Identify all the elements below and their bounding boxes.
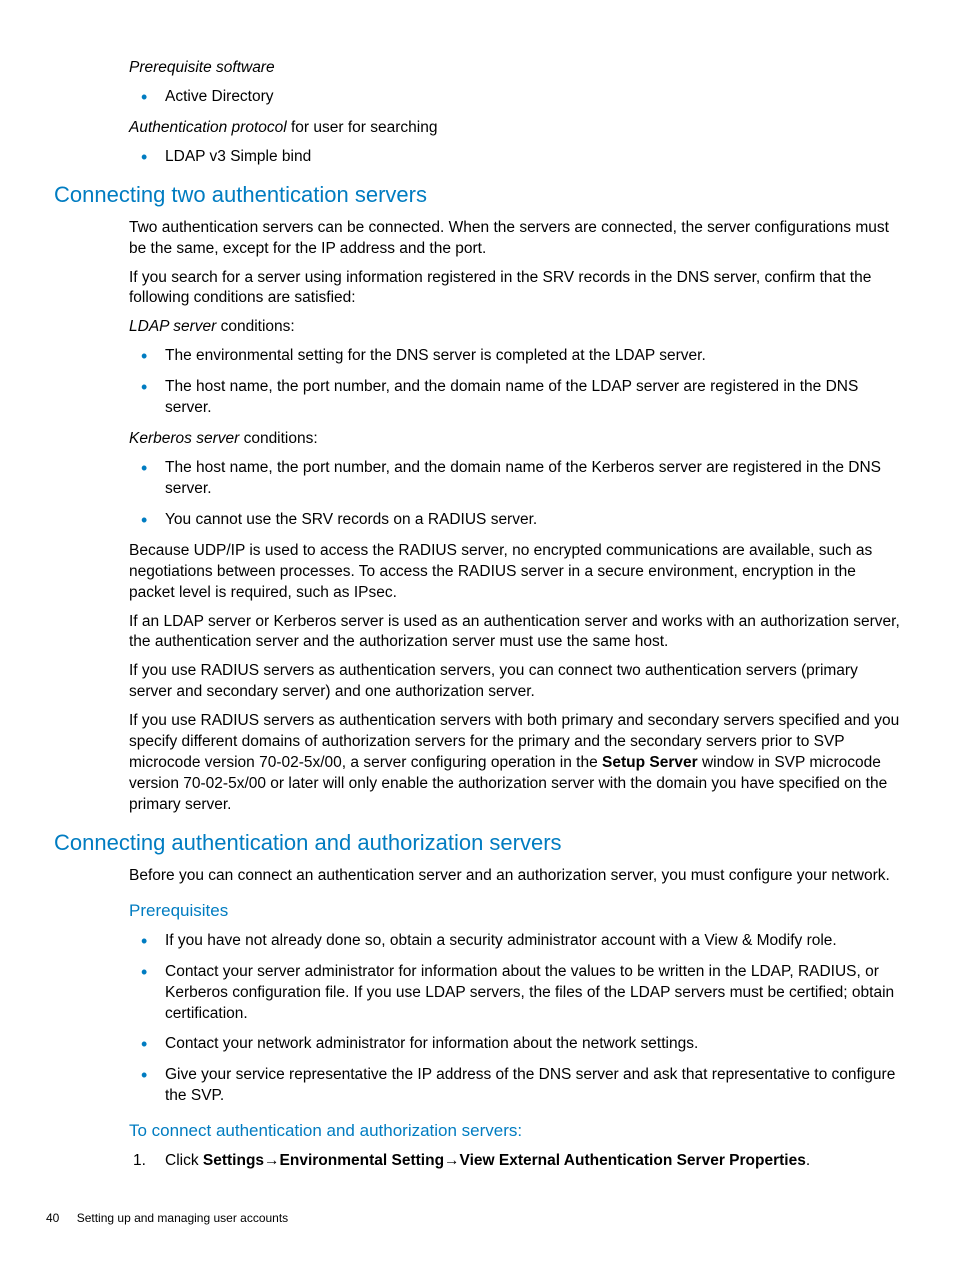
auth-protocol-list: LDAP v3 Simple bind [129,147,900,168]
section1-p4: If an LDAP server or Kerberos server is … [129,612,900,654]
step1-b3: View External Authentication Server Prop… [460,1152,806,1169]
section2-heading: Connecting authentication and authorizat… [54,830,900,856]
step1-arrow1: → [264,1152,280,1169]
p6-bold: Setup Server [602,754,698,771]
list-item: Contact your network administrator for i… [129,1034,900,1055]
prerequisites-list: If you have not already done so, obtain … [129,931,900,1107]
step1-arrow2: → [444,1152,460,1169]
section1-p2: If you search for a server using informa… [129,268,900,310]
step1-pre: Click [165,1152,203,1169]
step1-b2: Environmental Setting [280,1152,445,1169]
kerberos-rest: conditions: [239,430,317,447]
list-item: If you have not already done so, obtain … [129,931,900,952]
prereq-software-label: Prerequisite software [129,58,900,79]
section1-p5: If you use RADIUS servers as authenticat… [129,661,900,703]
list-item: LDAP v3 Simple bind [129,147,900,168]
chapter-title: Setting up and managing user accounts [77,1211,288,1225]
document-page: Prerequisite software Active Directory A… [0,0,954,1222]
auth-protocol-italic: Authentication protocol [129,119,287,136]
ldap-rest: conditions: [216,318,294,335]
list-item: The host name, the port number, and the … [129,377,900,419]
section2-p1: Before you can connect an authentication… [129,866,900,887]
step1-post: . [806,1152,810,1169]
page-footer: 40 Setting up and managing user accounts [46,1211,288,1225]
list-item: Active Directory [129,87,900,108]
connect-steps: 1. Click Settings→Environmental Setting→… [129,1151,900,1172]
auth-protocol-label: Authentication protocol for user for sea… [129,118,900,139]
ldap-italic: LDAP server [129,318,216,335]
list-item: You cannot use the SRV records on a RADI… [129,510,900,531]
list-item: The environmental setting for the DNS se… [129,346,900,367]
section1-p3: Because UDP/IP is used to access the RAD… [129,541,900,604]
page-number: 40 [46,1211,59,1225]
step1-b1: Settings [203,1152,264,1169]
step-number: 1. [133,1151,146,1172]
ldap-conditions-list: The environmental setting for the DNS se… [129,346,900,419]
prereq-software-list: Active Directory [129,87,900,108]
auth-protocol-rest: for user for searching [287,119,438,136]
list-item: The host name, the port number, and the … [129,458,900,500]
section1-heading: Connecting two authentication servers [54,182,900,208]
section1-p6: If you use RADIUS servers as authenticat… [129,711,900,816]
kerberos-conditions-list: The host name, the port number, and the … [129,458,900,531]
connect-heading: To connect authentication and authorizat… [129,1121,900,1141]
list-item: Give your service representative the IP … [129,1065,900,1107]
kerberos-conditions-label: Kerberos server conditions: [129,429,900,450]
prerequisites-heading: Prerequisites [129,901,900,921]
step-item: 1. Click Settings→Environmental Setting→… [129,1151,900,1172]
kerberos-italic: Kerberos server [129,430,239,447]
ldap-conditions-label: LDAP server conditions: [129,317,900,338]
list-item: Contact your server administrator for in… [129,962,900,1025]
section1-p1: Two authentication servers can be connec… [129,218,900,260]
